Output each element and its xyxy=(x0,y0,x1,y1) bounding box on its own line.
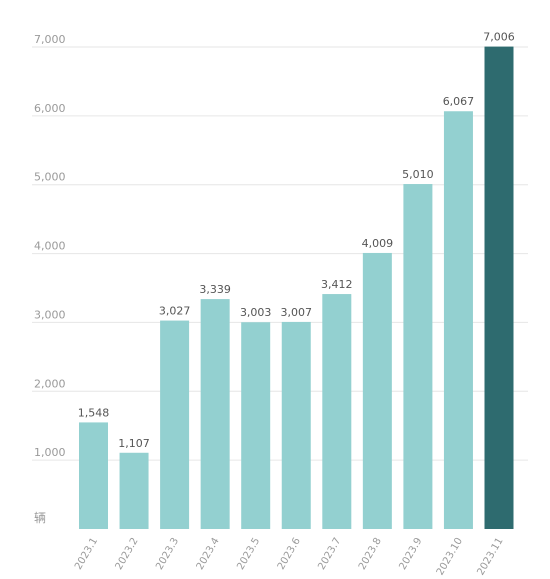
bar-2023.8 xyxy=(362,252,392,529)
bar-2023.10 xyxy=(443,111,473,529)
bar-2023.4 xyxy=(200,299,230,529)
x-tick-label: 2023.9 xyxy=(397,536,424,572)
bar-2023.9 xyxy=(403,184,433,530)
x-tick-label: 2023.4 xyxy=(195,536,222,572)
x-tick-label: 2023.10 xyxy=(435,536,465,577)
x-axis-labels: 2023.1 2023.2 2023.3 2023.4 2023.5 2023.6 2023… xyxy=(73,536,506,577)
x-tick-label: 2023.11 xyxy=(475,536,505,577)
y-axis-ticks: 1,000 2,000 3,000 4,000 5,000 6,000 7,000 xyxy=(34,33,66,459)
bar-2023.5 xyxy=(241,322,271,529)
x-tick-label: 2023.8 xyxy=(357,536,384,572)
bar-2023.3 xyxy=(160,320,190,529)
y-tick-label: 2,000 xyxy=(34,377,66,390)
x-tick-label: 2023.5 xyxy=(235,536,262,572)
y-axis-unit-label: 辆 xyxy=(34,511,46,525)
y-tick-label: 5,000 xyxy=(34,171,66,184)
x-tick-label: 2023.2 xyxy=(114,536,141,572)
data-label: 1,107 xyxy=(118,437,150,450)
data-label: 4,009 xyxy=(362,237,394,250)
bar-2023.11 xyxy=(484,46,514,530)
data-label: 6,067 xyxy=(443,95,475,108)
data-label: 7,006 xyxy=(483,31,515,44)
y-tick-label: 7,000 xyxy=(34,33,66,46)
bar-2023.7 xyxy=(322,294,352,529)
data-label: 3,027 xyxy=(159,305,191,318)
data-label: 3,339 xyxy=(199,283,231,296)
gridlines xyxy=(32,46,528,461)
bar-2023.2 xyxy=(119,452,149,529)
bars xyxy=(79,46,514,530)
y-tick-label: 6,000 xyxy=(34,102,66,115)
x-tick-label: 2023.1 xyxy=(73,536,100,572)
data-label: 1,548 xyxy=(78,406,110,419)
x-tick-label: 2023.7 xyxy=(316,536,343,572)
bar-2023.1 xyxy=(79,422,108,529)
x-tick-label: 2023.6 xyxy=(276,536,303,572)
y-tick-label: 4,000 xyxy=(34,240,66,253)
y-tick-label: 3,000 xyxy=(34,308,66,321)
data-label: 3,412 xyxy=(321,278,353,291)
data-labels: 1,548 1,107 3,027 3,339 3,003 3,007 3,412 4,009… xyxy=(78,31,515,450)
x-tick-label: 2023.3 xyxy=(154,536,181,572)
bar-2023.6 xyxy=(281,321,311,529)
data-label: 3,003 xyxy=(240,306,272,319)
data-label: 3,007 xyxy=(281,306,313,319)
data-label: 5,010 xyxy=(402,168,434,181)
y-tick-label: 1,000 xyxy=(34,446,66,459)
